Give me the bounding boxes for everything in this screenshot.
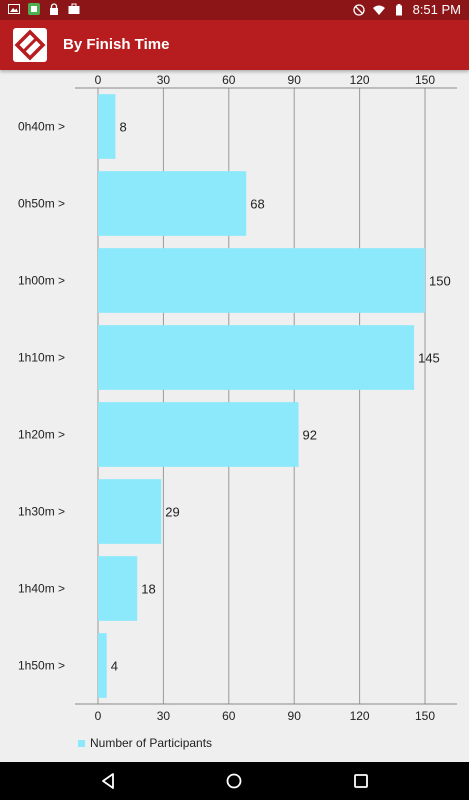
status-bar: 8:51 PM	[0, 0, 469, 20]
bar	[98, 248, 425, 313]
category-label: 1h10m >	[18, 351, 65, 365]
bar	[98, 325, 415, 390]
battery-icon	[395, 3, 402, 15]
x-tick-label-bottom: 60	[222, 709, 236, 723]
bar	[98, 402, 299, 467]
value-label: 18	[141, 582, 155, 597]
bar	[98, 633, 107, 698]
legend-label: Number of Participants	[90, 736, 213, 750]
bar	[98, 479, 162, 544]
x-tick-label-top: 0	[95, 73, 102, 87]
bar	[98, 94, 116, 159]
x-tick-label-top: 30	[157, 73, 171, 87]
finish-time-chart: 0 0 30 30 60 60 90 90 120 120 150 150 0h40m > 8 0h50m …	[0, 72, 469, 762]
recents-icon[interactable]	[352, 772, 370, 790]
lock-icon	[50, 3, 58, 15]
value-label: 92	[303, 428, 317, 443]
x-tick-label-top: 90	[288, 73, 302, 87]
home-icon[interactable]	[225, 772, 243, 790]
page-title: By Finish Time	[63, 36, 170, 53]
wifi-icon	[372, 5, 385, 15]
gallery-icon	[8, 4, 20, 14]
x-tick-label-top: 60	[222, 73, 236, 87]
app-bar: By Finish Time	[0, 20, 469, 70]
category-label: 1h30m >	[18, 505, 65, 519]
navigation-bar	[0, 762, 469, 800]
category-label: 1h20m >	[18, 428, 65, 442]
category-label: 0h50m >	[18, 197, 65, 211]
chart-legend: Number of Participants	[78, 736, 212, 750]
x-tick-label-bottom: 0	[95, 709, 102, 723]
x-tick-label-top: 150	[415, 73, 435, 87]
x-tick-label-bottom: 30	[157, 709, 171, 723]
briefcase-icon	[68, 3, 80, 14]
x-tick-label-bottom: 150	[415, 709, 435, 723]
value-label: 145	[418, 351, 440, 366]
bar-chart: 0 0 30 30 60 60 90 90 120 120 150 150 0h40m > 8 0h50m …	[18, 73, 457, 723]
value-label: 29	[165, 505, 179, 520]
app-icon	[28, 3, 40, 15]
x-tick-label-bottom: 120	[350, 709, 370, 723]
x-tick-label-bottom: 90	[288, 709, 302, 723]
status-time: 8:51 PM	[412, 2, 461, 17]
value-label: 150	[429, 274, 451, 289]
bar	[98, 171, 247, 236]
category-label: 1h40m >	[18, 582, 65, 596]
category-label: 1h00m >	[18, 274, 65, 288]
x-tick-label-top: 120	[350, 73, 370, 87]
value-label: 68	[250, 197, 264, 212]
category-label: 1h50m >	[18, 659, 65, 673]
category-label: 0h40m >	[18, 120, 65, 134]
value-label: 4	[111, 659, 118, 674]
bar	[98, 556, 138, 621]
diamond-logo-icon[interactable]	[12, 27, 48, 63]
do-not-disturb-icon	[352, 3, 365, 16]
back-icon[interactable]	[99, 772, 117, 790]
value-label: 8	[119, 120, 126, 135]
legend-swatch	[78, 739, 85, 747]
